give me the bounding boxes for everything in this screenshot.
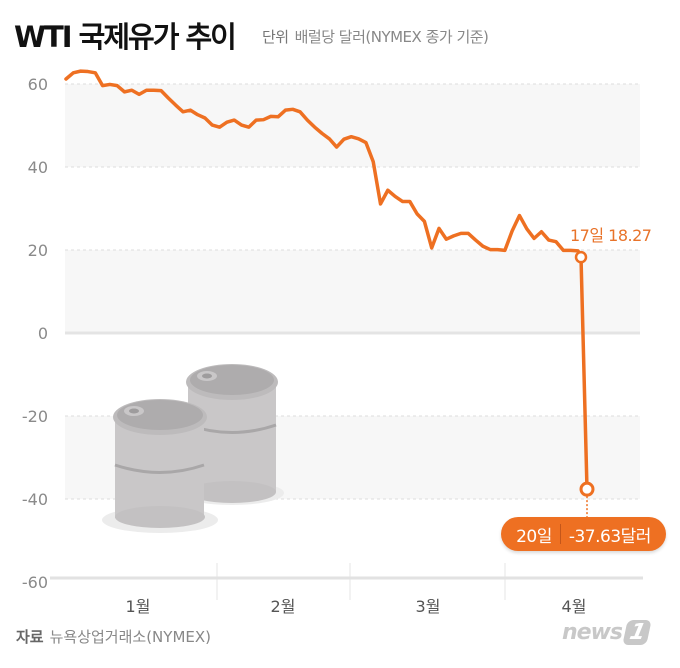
svg-text:60: 60 <box>28 75 48 94</box>
unit-subtitle: 단위 배럴당 달러(NYMEX 종가 기준) <box>262 26 489 47</box>
x-label-apr: 4월 <box>561 597 587 616</box>
unit-label: 단위 <box>262 28 289 46</box>
svg-text:40: 40 <box>28 158 48 177</box>
month-dividers <box>216 563 506 600</box>
logo-text: news <box>562 620 623 645</box>
logo-mark: 1 <box>622 620 652 645</box>
source-note: 자료 뉴욕상업거래소(NYMEX) <box>16 626 211 647</box>
callout-divider <box>559 524 561 544</box>
source-label: 자료 <box>16 628 44 646</box>
news1-logo: news 1 <box>562 620 652 645</box>
chart-gridlines <box>65 83 640 500</box>
source-text: 뉴욕상업거래소(NYMEX) <box>49 628 211 646</box>
svg-text:-60: -60 <box>22 573 48 592</box>
y-axis-ticks: 60 40 20 0 -20 -40 -60 <box>22 75 48 592</box>
svg-text:0: 0 <box>38 324 48 343</box>
svg-text:-40: -40 <box>22 490 48 509</box>
page-title: WTI 국제유가 추이 <box>14 20 237 54</box>
wti-price-line <box>64 69 589 491</box>
callout-value: -37.63달러 <box>568 526 652 547</box>
point-20th-marker <box>579 481 595 497</box>
svg-text:-20: -20 <box>22 407 48 426</box>
x-label-jan: 1월 <box>125 597 151 616</box>
annotation-20th-callout: 20일 -37.63달러 <box>501 517 666 551</box>
x-label-feb: 2월 <box>270 597 296 616</box>
x-label-mar: 3월 <box>415 597 441 616</box>
point-17th-marker <box>574 250 588 264</box>
callout-day: 20일 <box>516 526 552 547</box>
oil-barrels-illustration <box>102 364 284 533</box>
annotation-17th: 17일 18.27 <box>570 226 652 245</box>
unit-text: 배럴당 달러(NYMEX 종가 기준) <box>294 28 489 46</box>
svg-text:20: 20 <box>28 241 48 260</box>
